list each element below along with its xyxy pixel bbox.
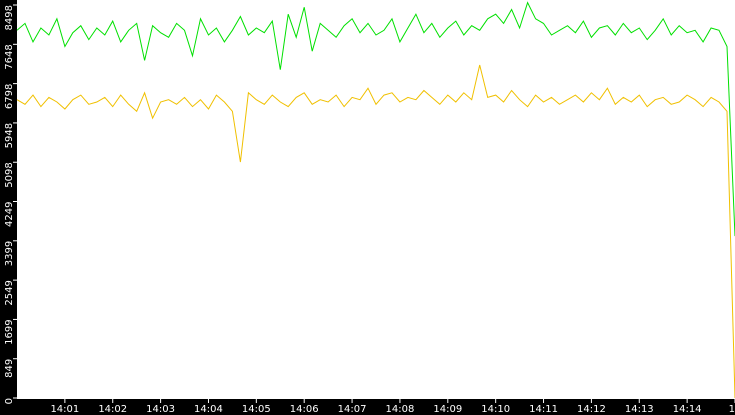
x-tick-label: 14:07 bbox=[338, 404, 367, 415]
x-tick-label: 14:08 bbox=[386, 404, 415, 415]
y-tick-label: 1699 bbox=[4, 319, 15, 344]
y-tick-label: 8498 bbox=[4, 5, 15, 30]
x-tick-label: 14:11 bbox=[529, 404, 558, 415]
x-tick-label: 14:02 bbox=[98, 404, 127, 415]
x-tick-label: 14:13 bbox=[625, 404, 654, 415]
x-tick-label: 14:09 bbox=[433, 404, 462, 415]
y-tick-label: 6798 bbox=[4, 84, 15, 109]
y-tick-label: 3399 bbox=[4, 241, 15, 266]
x-tick-label: 14:14 bbox=[673, 404, 702, 415]
y-tick-label: 5948 bbox=[4, 123, 15, 148]
y-tick-label: 7648 bbox=[4, 44, 15, 69]
y-tick-label: 0 bbox=[4, 398, 15, 404]
y-tick-label: 4249 bbox=[4, 202, 15, 227]
x-tick-label: 14:01 bbox=[50, 404, 79, 415]
y-tick-label: 5098 bbox=[4, 162, 15, 187]
y-axis-strip bbox=[0, 0, 17, 415]
line bbox=[16, 1, 735, 237]
x-tick-label: 14 bbox=[729, 404, 735, 415]
y-tick-label: 2549 bbox=[4, 280, 15, 305]
line bbox=[16, 64, 735, 399]
y-tick-label: 849 bbox=[4, 359, 15, 378]
x-tick-label: 14:06 bbox=[290, 404, 319, 415]
x-tick-label: 14:12 bbox=[577, 404, 606, 415]
x-tick-label: 14:05 bbox=[242, 404, 271, 415]
x-tick-label: 14:04 bbox=[194, 404, 223, 415]
x-tick-label: 14:10 bbox=[481, 404, 510, 415]
x-axis-strip bbox=[0, 399, 735, 415]
x-tick-label: 14:03 bbox=[146, 404, 175, 415]
